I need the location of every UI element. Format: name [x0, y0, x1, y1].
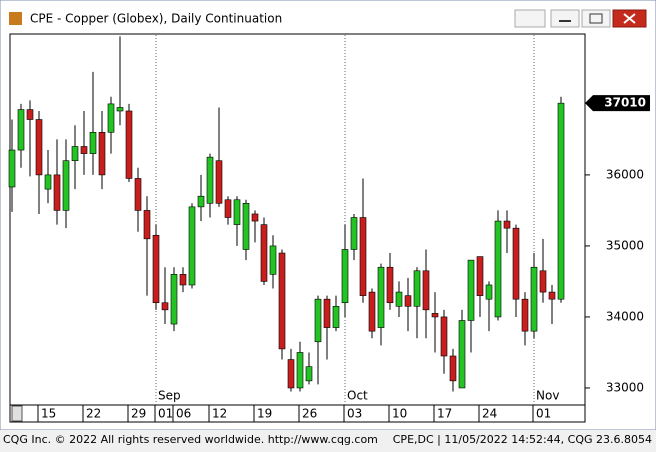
candle-body — [44, 174, 52, 190]
candle-body — [467, 259, 475, 321]
date-axis — [9, 404, 586, 423]
candle-body — [503, 220, 511, 229]
status-info: CPE,DC | 11/05/2022 14:52:44, CQG 23.6.8… — [393, 433, 652, 446]
candle-body — [458, 320, 466, 389]
x-tick-label: 26 — [302, 407, 317, 421]
candle-body — [449, 355, 457, 382]
last-price-label: 37010 — [604, 96, 646, 110]
x-tick-label: 17 — [437, 407, 452, 421]
candle-body — [431, 313, 439, 318]
candle-body — [71, 146, 79, 162]
candle-body — [512, 227, 520, 300]
candle-body — [161, 302, 169, 311]
candle-body — [287, 359, 295, 389]
candle-body — [296, 352, 304, 389]
candle-body — [368, 291, 376, 332]
candle-body — [125, 110, 133, 179]
last-price-marker — [585, 95, 650, 112]
scroll-handle[interactable] — [11, 405, 23, 422]
x-tick-label: 22 — [86, 407, 101, 421]
close-icon — [623, 13, 636, 24]
x-tick-label: 15 — [41, 407, 56, 421]
y-tick-label: 33000 — [606, 380, 644, 394]
x-tick-label: 10 — [392, 407, 407, 421]
candle-body — [521, 298, 529, 332]
candle-body — [215, 160, 223, 204]
minimize-button[interactable] — [550, 9, 580, 28]
month-label: Oct — [347, 389, 368, 403]
candle-body — [80, 146, 88, 154]
link-button[interactable] — [514, 9, 546, 28]
candle-body — [98, 131, 106, 176]
candle-body — [233, 199, 241, 225]
candle-body — [143, 210, 151, 240]
copyright: CQG Inc. © 2022 All rights reserved worl… — [3, 433, 378, 446]
candle-body — [89, 131, 97, 154]
candle-body — [332, 305, 340, 328]
y-tick-label: 34000 — [606, 309, 644, 323]
candle-body — [17, 109, 25, 151]
x-tick-label: 24 — [482, 407, 497, 421]
x-tick-label: 06 — [176, 407, 191, 421]
candle-body — [251, 213, 259, 222]
candle-body — [206, 156, 214, 204]
candle-body — [395, 291, 403, 307]
app-icon — [9, 12, 22, 25]
candle-body — [224, 199, 232, 218]
window-title: CPE - Copper (Globex), Daily Continuatio… — [30, 12, 282, 26]
maximize-button[interactable] — [581, 9, 611, 28]
candle-body — [494, 220, 502, 318]
candle-body — [539, 270, 547, 293]
candle-body — [53, 174, 61, 211]
x-tick-label: 29 — [131, 407, 146, 421]
candle-body — [26, 109, 34, 120]
candle-body — [413, 270, 421, 307]
month-label: Sep — [158, 389, 181, 403]
candle-body — [440, 316, 448, 357]
y-tick-label: 35000 — [606, 238, 644, 252]
status-bar — [0, 430, 656, 448]
x-tick-label: 01 — [158, 407, 173, 421]
candle-body — [476, 256, 484, 296]
candle-body — [323, 298, 331, 328]
plot-area — [9, 33, 586, 406]
candle-body — [197, 195, 205, 208]
candle-body — [179, 274, 187, 286]
maximize-icon — [589, 13, 603, 24]
candle-body — [485, 284, 493, 300]
candle-body — [350, 217, 358, 250]
candle-body — [242, 203, 250, 250]
candle-body — [170, 274, 178, 325]
candle-body — [314, 298, 322, 343]
x-tick-label: 19 — [257, 407, 272, 421]
x-tick-label: 12 — [212, 407, 227, 421]
y-tick-label: 36000 — [606, 167, 644, 181]
candle-body — [404, 295, 412, 307]
candle-body — [341, 249, 349, 304]
x-tick-label: 03 — [347, 407, 362, 421]
candle-body — [152, 234, 160, 304]
month-label: Nov — [536, 389, 559, 403]
candle-body — [188, 206, 196, 286]
candle-body — [260, 224, 268, 282]
candle-body — [422, 270, 430, 311]
candle-body — [269, 245, 277, 275]
title-bar — [1, 1, 655, 34]
candle-body — [557, 102, 565, 300]
candle-body — [530, 266, 538, 332]
candle-body — [305, 366, 313, 382]
candle-body — [116, 107, 124, 112]
candle-body — [548, 291, 556, 300]
candle-body — [35, 119, 43, 176]
candle-body — [62, 160, 70, 211]
candle-body — [377, 266, 385, 328]
candle-body — [278, 252, 286, 350]
x-tick-label: 01 — [536, 407, 551, 421]
candle-body — [107, 103, 115, 133]
candle-body — [359, 217, 367, 296]
candle-body — [8, 149, 16, 188]
candle-body — [386, 266, 394, 304]
candle-body — [134, 178, 142, 211]
